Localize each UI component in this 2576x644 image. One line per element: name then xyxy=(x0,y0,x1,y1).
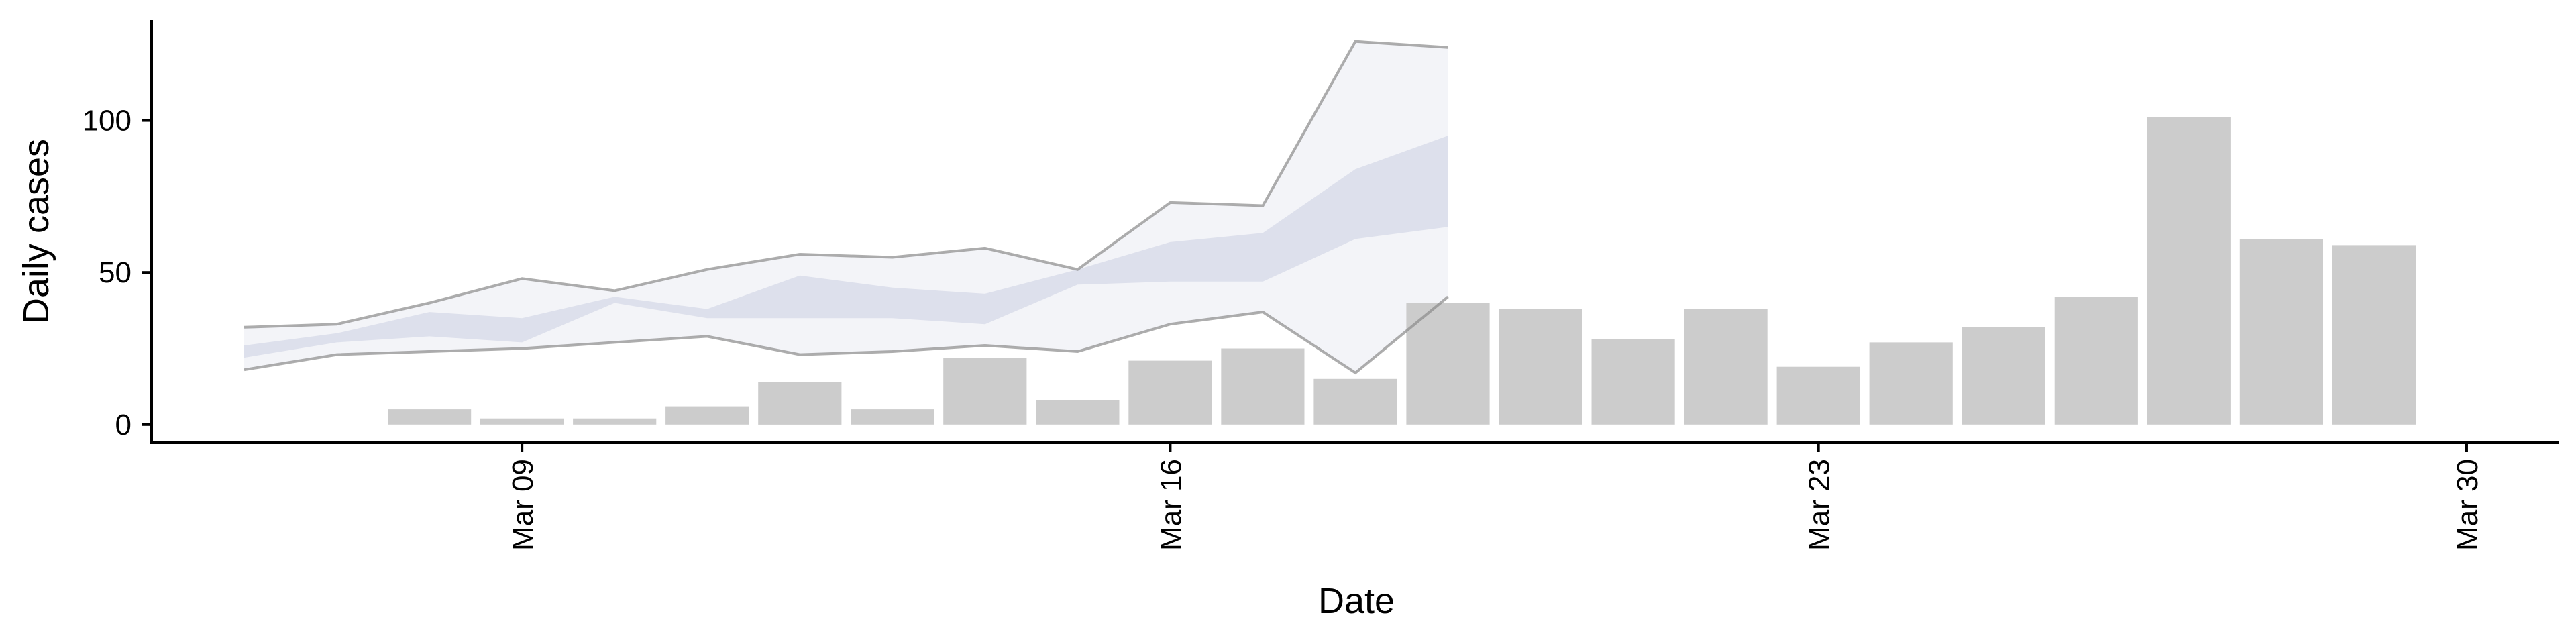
bar xyxy=(1962,327,2045,425)
bar xyxy=(1036,400,1120,425)
nowcast-bands xyxy=(244,41,1448,373)
bar xyxy=(1499,309,1582,425)
bar xyxy=(388,409,472,425)
bar xyxy=(2147,117,2231,425)
bar xyxy=(943,358,1027,425)
bar xyxy=(1684,309,1768,425)
x-tick-label: Mar 09 xyxy=(506,459,539,551)
y-tick-label: 50 xyxy=(99,256,131,289)
nowcast-upper-line xyxy=(244,40,1448,329)
bar xyxy=(1776,366,1860,425)
daily-case-bars xyxy=(388,117,2416,425)
bar xyxy=(573,418,657,425)
y-tick-label: 0 xyxy=(115,409,131,441)
x-axis-title: Date xyxy=(1318,581,1395,621)
x-axis-ticks: Mar 09 Mar 16 Mar 23 Mar 30 xyxy=(506,443,2484,551)
nowcast-outer-band xyxy=(244,41,1448,373)
x-tick-label: Mar 30 xyxy=(2451,459,2484,551)
nowcast-lines xyxy=(244,40,1449,375)
bar xyxy=(2054,297,2138,425)
bar xyxy=(1221,348,1305,425)
bar xyxy=(2239,239,2323,425)
y-axis-title: Daily cases xyxy=(16,139,56,324)
x-tick-label: Mar 23 xyxy=(1803,459,1836,551)
bar xyxy=(1869,342,1953,425)
x-tick-label: Mar 16 xyxy=(1155,459,1187,551)
bar xyxy=(1313,378,1397,425)
nowcast-lower-line xyxy=(244,295,1449,375)
bar xyxy=(2332,245,2416,425)
y-tick-label: 100 xyxy=(83,105,131,138)
bar xyxy=(1591,339,1675,425)
bar xyxy=(480,418,564,425)
nowcast-inner-band xyxy=(244,136,1448,358)
y-axis-ticks: 0 50 100 xyxy=(83,105,152,441)
bar xyxy=(758,382,842,425)
bar xyxy=(665,406,749,425)
bar xyxy=(851,409,934,425)
bar xyxy=(1128,360,1212,425)
bar xyxy=(1406,303,1490,425)
